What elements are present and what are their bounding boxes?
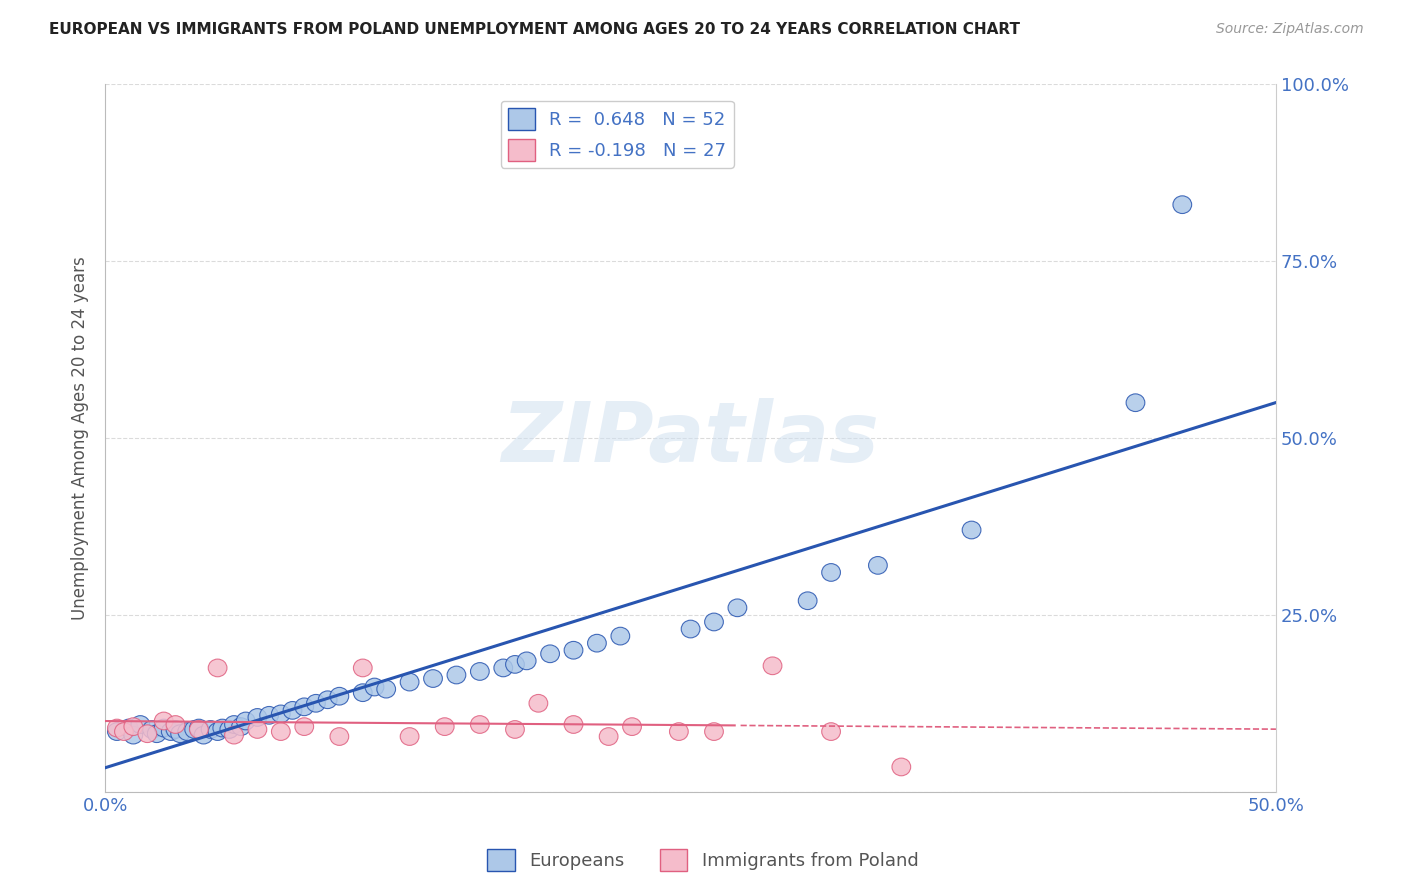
Ellipse shape — [247, 708, 267, 726]
Ellipse shape — [120, 719, 138, 737]
Ellipse shape — [869, 557, 887, 574]
Ellipse shape — [148, 725, 166, 742]
Ellipse shape — [166, 715, 184, 733]
Ellipse shape — [155, 719, 173, 737]
Ellipse shape — [377, 681, 395, 698]
Ellipse shape — [704, 723, 723, 740]
Ellipse shape — [208, 659, 226, 677]
Text: Source: ZipAtlas.com: Source: ZipAtlas.com — [1216, 22, 1364, 37]
Ellipse shape — [155, 712, 173, 730]
Ellipse shape — [184, 721, 204, 739]
Ellipse shape — [114, 723, 134, 740]
Ellipse shape — [124, 718, 142, 736]
Ellipse shape — [260, 706, 278, 724]
Ellipse shape — [471, 663, 489, 681]
Ellipse shape — [138, 725, 156, 742]
Ellipse shape — [212, 719, 232, 737]
Ellipse shape — [353, 659, 373, 677]
Ellipse shape — [588, 634, 606, 652]
Ellipse shape — [353, 684, 373, 701]
Ellipse shape — [225, 726, 243, 744]
Ellipse shape — [541, 645, 560, 663]
Ellipse shape — [564, 641, 583, 659]
Ellipse shape — [190, 719, 208, 737]
Ellipse shape — [330, 688, 349, 705]
Ellipse shape — [295, 718, 314, 736]
Ellipse shape — [366, 678, 384, 696]
Ellipse shape — [201, 721, 219, 739]
Ellipse shape — [107, 723, 127, 740]
Ellipse shape — [612, 627, 630, 645]
Ellipse shape — [295, 698, 314, 715]
Ellipse shape — [318, 691, 337, 708]
Ellipse shape — [447, 666, 465, 684]
Ellipse shape — [821, 723, 841, 740]
Ellipse shape — [436, 718, 454, 736]
Ellipse shape — [506, 656, 524, 673]
Ellipse shape — [494, 659, 513, 677]
Ellipse shape — [283, 701, 302, 719]
Ellipse shape — [682, 620, 700, 638]
Ellipse shape — [821, 564, 841, 582]
Legend: Europeans, Immigrants from Poland: Europeans, Immigrants from Poland — [481, 842, 925, 879]
Ellipse shape — [669, 723, 689, 740]
Ellipse shape — [271, 705, 290, 723]
Ellipse shape — [1173, 196, 1192, 213]
Ellipse shape — [166, 721, 184, 739]
Ellipse shape — [236, 712, 254, 730]
Ellipse shape — [962, 521, 981, 539]
Ellipse shape — [506, 721, 524, 739]
Ellipse shape — [271, 723, 290, 740]
Ellipse shape — [401, 673, 419, 691]
Ellipse shape — [107, 719, 127, 737]
Ellipse shape — [219, 721, 239, 739]
Ellipse shape — [194, 726, 212, 744]
Ellipse shape — [307, 695, 325, 712]
Ellipse shape — [799, 592, 817, 609]
Ellipse shape — [529, 695, 548, 712]
Ellipse shape — [142, 721, 162, 739]
Ellipse shape — [599, 728, 619, 746]
Ellipse shape — [891, 758, 911, 776]
Ellipse shape — [190, 721, 208, 739]
Ellipse shape — [704, 613, 723, 631]
Legend: R =  0.648   N = 52, R = -0.198   N = 27: R = 0.648 N = 52, R = -0.198 N = 27 — [501, 101, 734, 168]
Ellipse shape — [471, 715, 489, 733]
Text: ZIPatlas: ZIPatlas — [502, 398, 880, 479]
Ellipse shape — [330, 728, 349, 746]
Ellipse shape — [763, 657, 782, 674]
Ellipse shape — [124, 726, 142, 744]
Ellipse shape — [1126, 394, 1144, 411]
Ellipse shape — [564, 715, 583, 733]
Text: EUROPEAN VS IMMIGRANTS FROM POLAND UNEMPLOYMENT AMONG AGES 20 TO 24 YEARS CORREL: EUROPEAN VS IMMIGRANTS FROM POLAND UNEMP… — [49, 22, 1021, 37]
Ellipse shape — [177, 723, 197, 740]
Ellipse shape — [247, 721, 267, 739]
Y-axis label: Unemployment Among Ages 20 to 24 years: Unemployment Among Ages 20 to 24 years — [72, 256, 89, 620]
Ellipse shape — [162, 723, 180, 740]
Ellipse shape — [232, 718, 250, 736]
Ellipse shape — [401, 728, 419, 746]
Ellipse shape — [170, 725, 190, 742]
Ellipse shape — [225, 715, 243, 733]
Ellipse shape — [423, 670, 443, 688]
Ellipse shape — [728, 599, 747, 616]
Ellipse shape — [623, 718, 641, 736]
Ellipse shape — [517, 652, 536, 670]
Ellipse shape — [208, 723, 226, 740]
Ellipse shape — [131, 715, 149, 733]
